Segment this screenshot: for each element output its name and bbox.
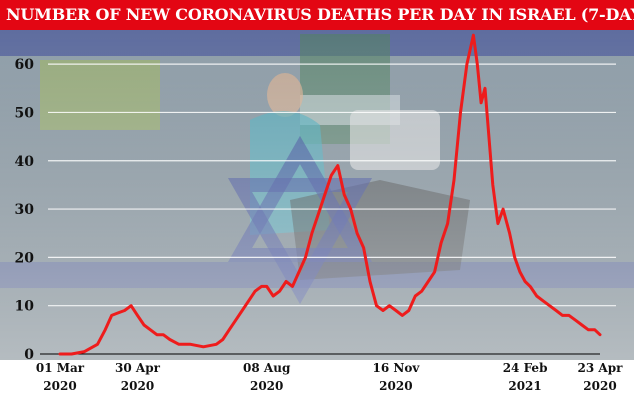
y-tick-label: 60 [15,57,35,73]
x-tick-year: 2020 [379,379,412,393]
x-tick-year: 2021 [508,379,541,393]
x-tick-label: 16 Nov [372,361,420,375]
y-tick-label: 50 [15,105,35,121]
y-tick-label: 10 [15,299,35,315]
x-tick-year: 2020 [250,379,283,393]
background-photo [0,30,634,360]
x-tick-label: 24 Feb [503,361,548,375]
x-tick-label: 08 Aug [243,361,291,375]
y-tick-label: 0 [24,347,34,363]
x-tick-label: 01 Mar [36,361,85,375]
x-tick-year: 2020 [583,379,616,393]
x-tick-label: 23 Apr [578,361,624,375]
y-tick-label: 30 [15,202,35,218]
x-tick-label: 30 Apr [115,361,161,375]
title-bar: NUMBER OF NEW CORONAVIRUS DEATHS PER DAY… [0,0,634,30]
x-tick-year: 2020 [43,379,76,393]
y-tick-label: 40 [15,154,35,170]
y-tick-label: 20 [15,250,35,266]
x-tick-year: 2020 [121,379,154,393]
series-line-deaths [58,33,602,356]
chart-title: NUMBER OF NEW CORONAVIRUS DEATHS PER DAY… [6,5,634,24]
